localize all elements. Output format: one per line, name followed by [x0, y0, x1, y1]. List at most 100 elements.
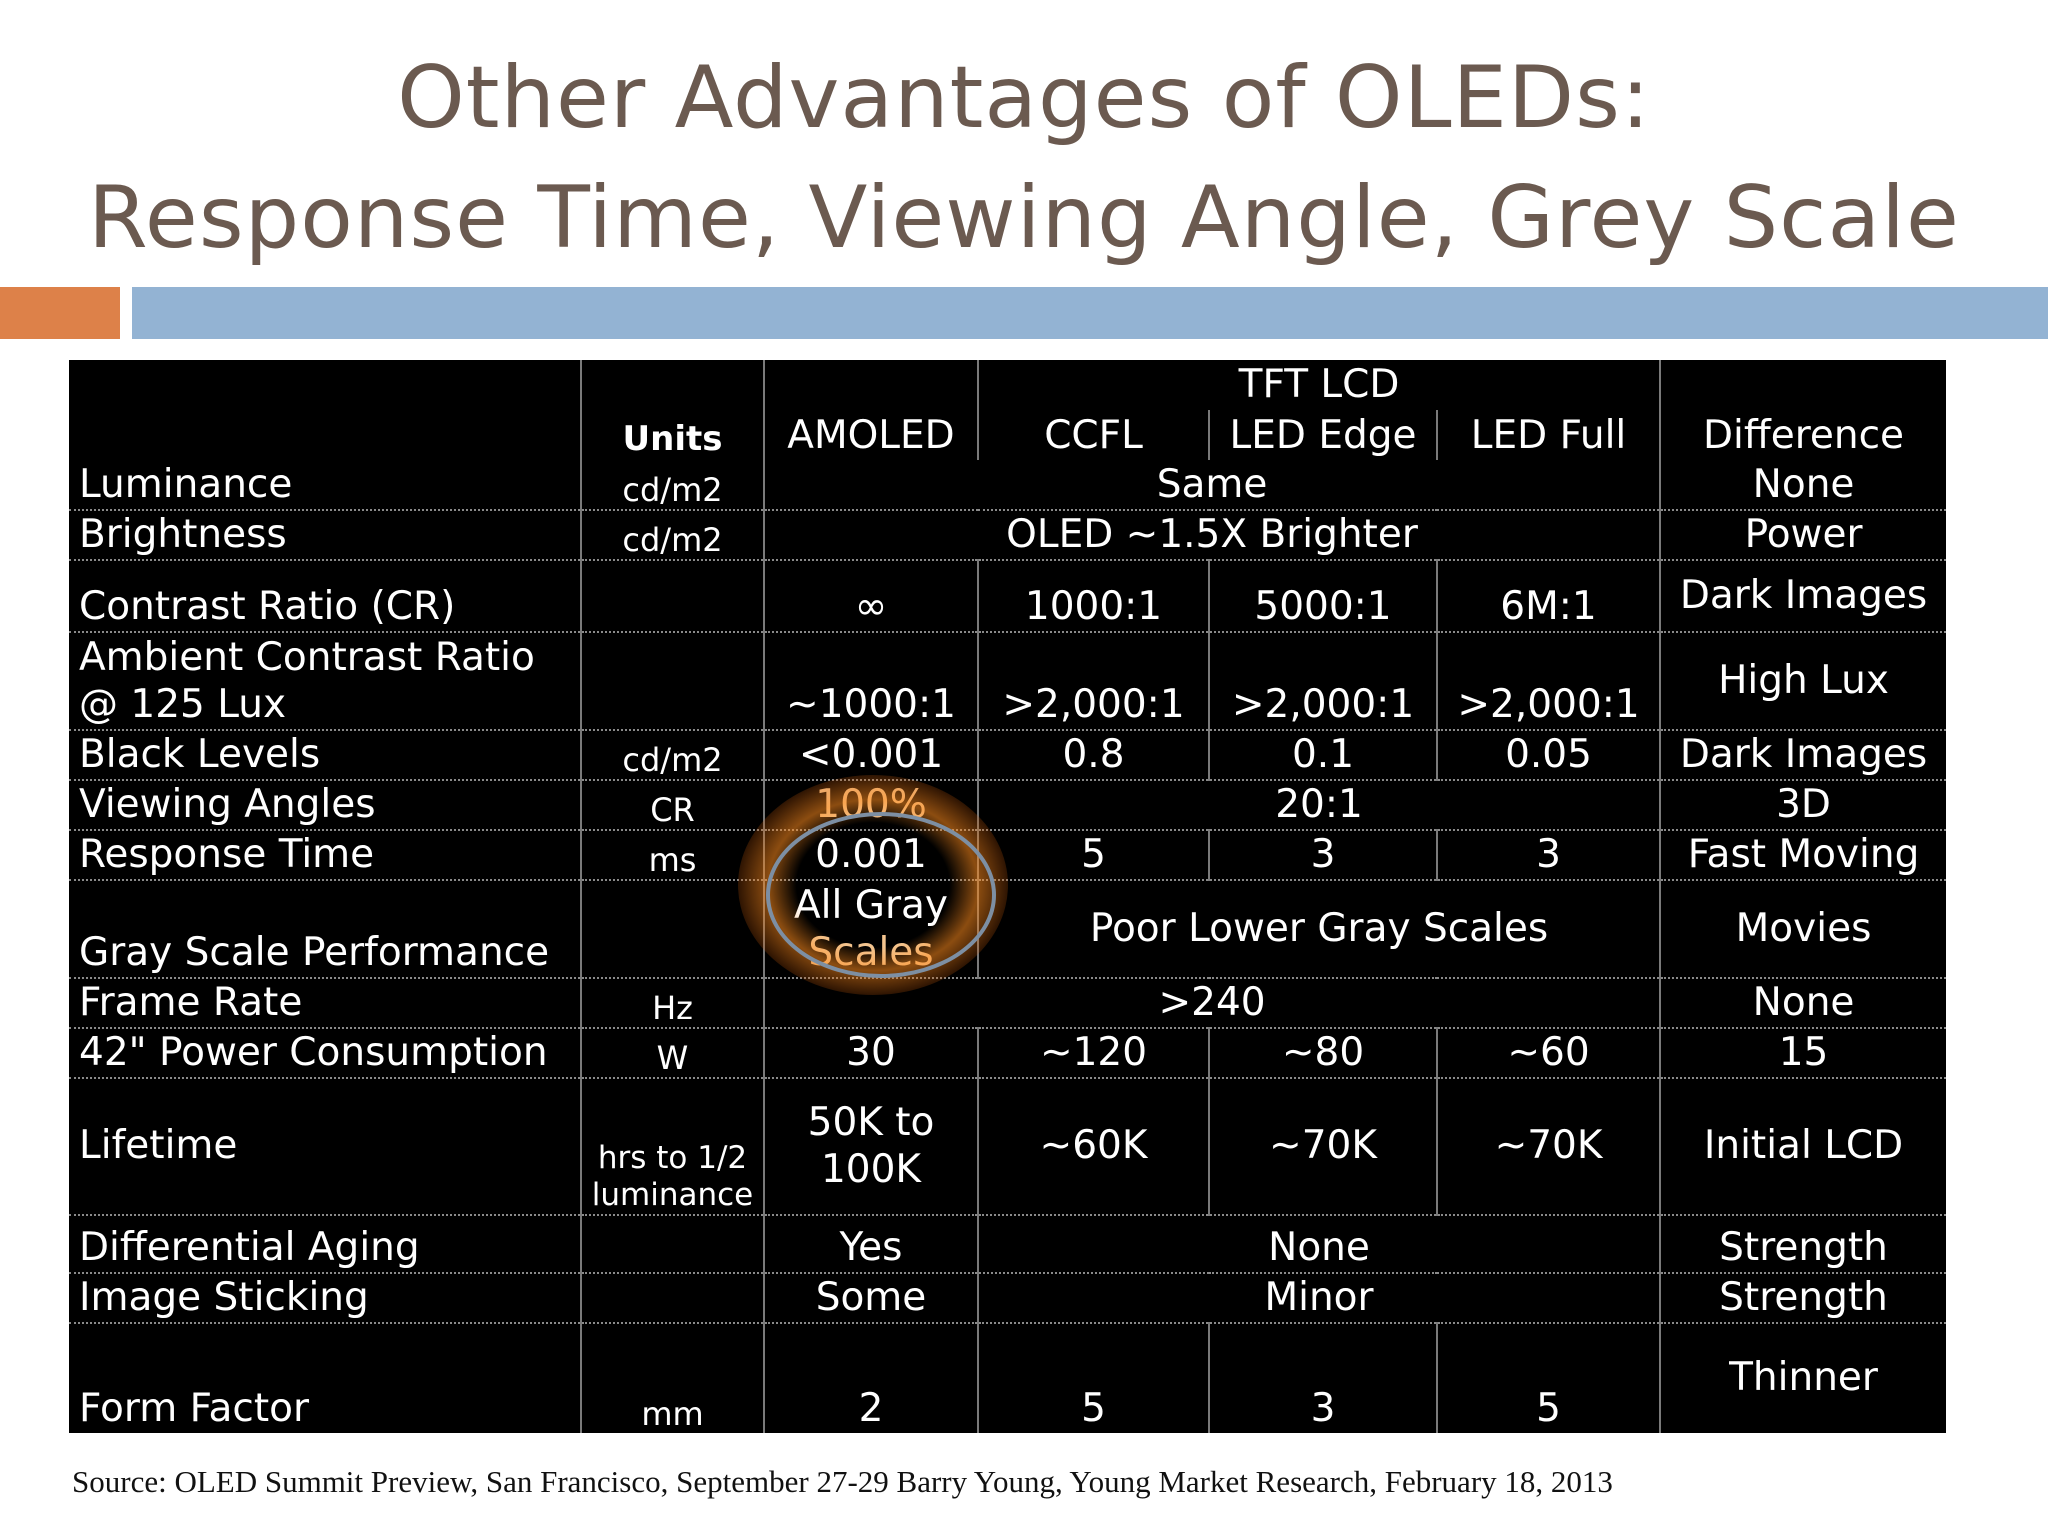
cell-difference: Fast Moving: [1660, 830, 1947, 881]
cell-difference: 15: [1660, 1028, 1947, 1079]
cell-led-full: >2,000:1: [1437, 632, 1662, 731]
cell-difference: Strength: [1660, 1215, 1947, 1274]
header-row-group: TFT LCD: [69, 360, 1946, 410]
cell-ccfl: ~120: [978, 1028, 1210, 1079]
accent-bar-orange: [0, 287, 120, 339]
header-blank: [581, 360, 765, 410]
cell-ccfl: ~60K: [978, 1078, 1210, 1216]
cell-led-full: 5: [1437, 1323, 1662, 1433]
table-row: Brightness cd/m2 OLED ~1.5X Brighter Pow…: [69, 510, 1947, 561]
row-units: [581, 560, 765, 633]
table-row: Differential Aging Yes None Strength: [69, 1215, 1947, 1274]
row-label: Response Time: [69, 830, 582, 881]
cell-line: Scales: [808, 930, 934, 976]
row-units: Hz: [581, 978, 765, 1029]
row-units: CR: [581, 780, 765, 831]
row-units: cd/m2: [581, 730, 765, 781]
table-row: Lifetime hrs to 1/2 luminance 50K to 100K …: [69, 1078, 1947, 1216]
table-row: Contrast Ratio (CR) ∞ 1000:1 5000:1 6M:1…: [69, 560, 1947, 633]
cell-led-full: ~60: [1437, 1028, 1662, 1079]
header-difference: Difference: [1703, 413, 1905, 459]
cell-amoled: ∞: [764, 560, 979, 633]
row-units: cd/m2: [581, 460, 765, 511]
slide-title-line-1: Other Advantages of OLEDs:: [397, 48, 1651, 148]
row-label-line: @ 125 Lux: [79, 682, 287, 728]
cell-lcd: Minor: [978, 1273, 1662, 1324]
cell-ccfl: >2,000:1: [978, 632, 1210, 731]
cell-line: All Gray: [794, 883, 948, 929]
row-units-line: hrs to 1/2: [597, 1139, 748, 1176]
row-units: cd/m2: [581, 510, 765, 561]
row-units-line: luminance: [591, 1176, 754, 1213]
header-row-columns: Units AMOLED CCFL LED Edge LED Full Diff…: [69, 410, 1946, 460]
table-row: Black Levels cd/m2 <0.001 0.8 0.1 0.05 D…: [69, 730, 1947, 781]
cell-difference: None: [1660, 460, 1947, 511]
cell-led-edge: 3: [1209, 1323, 1438, 1433]
cell-line: 100K: [820, 1146, 921, 1192]
cell-led-edge: ~70K: [1209, 1078, 1438, 1216]
table-row: Ambient Contrast Ratio @ 125 Lux ~1000:1 …: [69, 632, 1947, 731]
cell-led-edge: ~80: [1209, 1028, 1438, 1079]
cell-difference: Initial LCD: [1660, 1078, 1947, 1216]
cell-all: >240: [764, 978, 1662, 1029]
row-label: Form Factor: [69, 1323, 582, 1433]
row-units: W: [581, 1028, 765, 1079]
cell-amoled: 2: [764, 1323, 979, 1433]
row-units: ms: [581, 830, 765, 881]
cell-difference: Thinner: [1729, 1355, 1878, 1401]
table-row: Gray Scale Performance All Gray Scales Po…: [69, 880, 1947, 979]
row-label: Lifetime: [69, 1078, 582, 1216]
header-blank: [69, 360, 582, 410]
source-citation: Source: OLED Summit Preview, San Francis…: [72, 1464, 1613, 1499]
header-blank: [764, 360, 979, 410]
table-row: Response Time ms 0.001 5 3 3 Fast Moving: [69, 830, 1947, 881]
cell-led-edge: >2,000:1: [1209, 632, 1438, 731]
cell-all: Same: [764, 460, 1662, 511]
cell-difference: High Lux: [1660, 632, 1947, 731]
cell-amoled: Yes: [764, 1215, 979, 1274]
cell-amoled: <0.001: [764, 730, 979, 781]
row-label: Ambient Contrast Ratio @ 125 Lux: [69, 632, 582, 731]
row-units: mm: [581, 1323, 765, 1433]
header-blank: [69, 410, 582, 460]
cell-difference: None: [1660, 978, 1947, 1029]
row-label: 42" Power Consumption: [69, 1028, 582, 1079]
cell-line: 50K to: [807, 1099, 935, 1145]
cell-led-full: ~70K: [1437, 1078, 1662, 1216]
row-label: Black Levels: [69, 730, 582, 781]
cell-led-edge: 3: [1209, 830, 1438, 881]
row-label: Luminance: [69, 460, 582, 511]
cell-ccfl: 1000:1: [978, 560, 1210, 633]
cell-difference: 3D: [1660, 780, 1947, 831]
cell-lcd: 20:1: [978, 780, 1662, 831]
slide-title-line-2: Response Time, Viewing Angle, Grey Scale: [88, 168, 1960, 268]
header-ccfl: CCFL: [978, 410, 1210, 460]
cell-amoled: ~1000:1: [764, 632, 979, 731]
header-blank: [1660, 360, 1946, 410]
header-led-edge: LED Edge: [1209, 410, 1438, 460]
cell-ccfl: 0.8: [978, 730, 1210, 781]
row-label: Viewing Angles: [69, 780, 582, 831]
row-label: Contrast Ratio (CR): [69, 560, 582, 633]
cell-amoled: 100%: [764, 780, 979, 831]
table-row: Luminance cd/m2 Same None: [69, 460, 1947, 511]
table-row: Form Factor mm 2 5 3 5 Thinner: [69, 1323, 1946, 1433]
cell-difference: Dark Images: [1660, 730, 1947, 781]
cell-all: OLED ~1.5X Brighter: [764, 510, 1662, 561]
row-units: hrs to 1/2 luminance: [581, 1078, 765, 1216]
header-tft-lcd: TFT LCD: [978, 360, 1662, 410]
cell-lcd: None: [978, 1215, 1662, 1274]
header-units: Units: [581, 410, 765, 460]
row-units: [581, 1273, 765, 1324]
cell-ccfl: 5: [978, 830, 1210, 881]
row-label-line: Ambient Contrast Ratio: [79, 635, 535, 681]
row-label: Image Sticking: [69, 1273, 582, 1324]
table-row: Image Sticking Some Minor Strength: [69, 1273, 1947, 1324]
header-amoled: AMOLED: [764, 410, 979, 460]
table-row: 42" Power Consumption W 30 ~120 ~80 ~60 …: [69, 1028, 1947, 1079]
row-label: Brightness: [69, 510, 582, 561]
row-label: Gray Scale Performance: [69, 880, 582, 979]
cell-amoled: Some: [764, 1273, 979, 1324]
row-units: [581, 632, 765, 731]
cell-led-full: 3: [1437, 830, 1662, 881]
